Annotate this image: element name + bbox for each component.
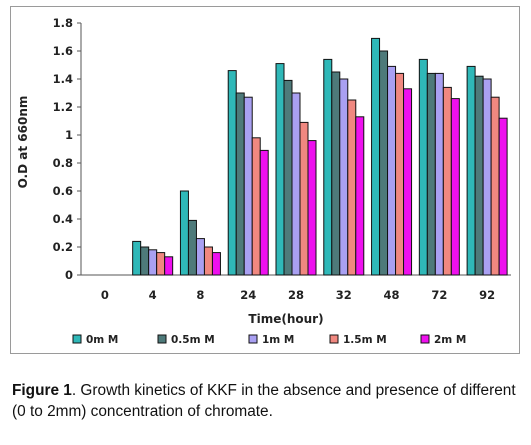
- bar: [187, 219, 197, 276]
- bar: [450, 98, 460, 276]
- bar: [442, 86, 452, 276]
- y-tick-label: 1.6: [53, 44, 73, 58]
- x-axis-title: Time(hour): [248, 312, 323, 326]
- bar: [434, 72, 444, 276]
- chart-frame: 0 0.2 0.4 0.6 0.8 1 1.2 1.4 1.6 1.8 0 4 8 24 28 32 48 72 9…: [10, 6, 520, 354]
- bar: [243, 96, 253, 276]
- bar: [339, 78, 349, 276]
- bar: [347, 99, 357, 276]
- bar: [227, 70, 237, 276]
- bar: [259, 149, 269, 276]
- bar: [403, 88, 413, 276]
- y-tick-label: 0.6: [53, 184, 73, 198]
- bar: [275, 63, 285, 276]
- x-tick-label: 24: [240, 288, 256, 302]
- bar: [482, 78, 492, 276]
- x-tick-label: 0: [101, 288, 109, 302]
- caption-text: . Growth kinetics of KKF in the absence …: [12, 382, 516, 420]
- y-tick-label: 0.4: [53, 212, 73, 226]
- legend-label: 1m M: [262, 334, 294, 346]
- legend-swatch: [329, 334, 339, 344]
- bar: [387, 65, 397, 276]
- bar: [355, 116, 365, 276]
- bar: [307, 140, 317, 276]
- x-tick-label: 8: [196, 288, 204, 302]
- bar: [299, 121, 309, 276]
- bar: [203, 246, 213, 276]
- y-tick-label: 0: [65, 268, 73, 282]
- bar: [498, 117, 508, 276]
- x-tick-label: 32: [336, 288, 352, 302]
- legend-swatch: [157, 334, 167, 344]
- bar-chart: 00.20.40.60.811.21.41.61.80 4 8 24 28 32 48 72 9…: [16, 16, 511, 346]
- bar: [283, 79, 293, 276]
- bar: [371, 37, 381, 276]
- legend-swatch: [72, 334, 82, 344]
- x-tick-label: 92: [479, 288, 495, 302]
- bars: [132, 37, 508, 276]
- bar: [395, 72, 405, 276]
- bar: [235, 92, 245, 276]
- bar: [148, 249, 158, 276]
- x-tick-label: 4: [149, 288, 157, 302]
- bar: [211, 252, 221, 276]
- y-axis-title: O.D at 660nm: [16, 96, 30, 189]
- bar: [474, 75, 484, 276]
- legend-label: 2m M: [434, 334, 466, 346]
- bar: [179, 190, 189, 276]
- legend-swatch: [248, 334, 258, 344]
- legend-label: 0.5m M: [171, 334, 215, 346]
- y-tick-label: 1.8: [53, 16, 73, 30]
- y-tick-label: 1.2: [53, 100, 73, 114]
- x-tick-label: 72: [431, 288, 447, 302]
- bar: [323, 58, 333, 276]
- bar: [164, 256, 174, 276]
- figure-caption: Figure 1. Growth kinetics of KKF in the …: [12, 380, 527, 422]
- bar: [140, 246, 150, 276]
- legend-label: 0m M: [86, 334, 118, 346]
- bar: [466, 65, 476, 276]
- bar: [132, 240, 142, 276]
- bar: [490, 96, 500, 276]
- bar: [426, 72, 436, 276]
- legend: 0m M 0.5m M 1m M 1.5m M 2m M: [72, 334, 466, 346]
- y-tick-label: 0.8: [53, 156, 73, 170]
- bar: [331, 71, 341, 276]
- legend-swatch: [420, 334, 430, 344]
- legend-label: 1.5m M: [343, 334, 387, 346]
- y-tick-label: 0.2: [53, 240, 73, 254]
- tick-labels: 00.20.40.60.811.21.41.61.80 4 8 24 28 32 48 72 9…: [53, 16, 495, 302]
- bar: [195, 238, 205, 276]
- bar: [251, 137, 261, 276]
- bar: [379, 50, 389, 276]
- bar: [418, 58, 428, 276]
- bar: [291, 92, 301, 276]
- x-tick-label: 48: [384, 288, 400, 302]
- x-tick-label: 28: [288, 288, 304, 302]
- figure-label: Figure 1: [12, 382, 72, 399]
- y-tick-label: 1.4: [53, 72, 73, 86]
- y-tick-label: 1: [65, 128, 73, 142]
- bar: [156, 252, 166, 276]
